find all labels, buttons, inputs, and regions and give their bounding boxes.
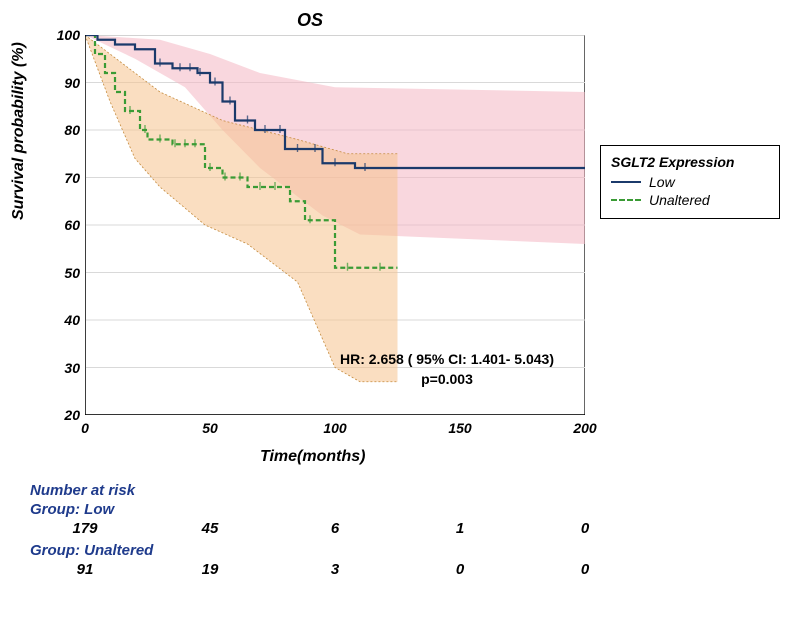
- x-tick-label: 100: [320, 420, 350, 436]
- x-tick-label: 200: [570, 420, 600, 436]
- y-tick-label: 80: [40, 122, 80, 138]
- risk-group-label: Group: Unaltered: [30, 542, 590, 559]
- risk-cell: 3: [305, 561, 365, 578]
- y-tick-label: 50: [40, 265, 80, 281]
- p-text: p=0.003: [340, 370, 554, 390]
- risk-cell: 45: [180, 520, 240, 537]
- risk-cell: 91: [55, 561, 115, 578]
- legend-swatch-unaltered: [611, 199, 641, 201]
- y-tick-label: 90: [40, 75, 80, 91]
- x-axis-label: Time(months): [260, 448, 365, 466]
- risk-cell: 1: [430, 520, 490, 537]
- risk-table-body: Group: Low17945610Group: Unaltered911930…: [30, 501, 590, 581]
- legend-item-low: Low: [611, 174, 769, 190]
- risk-cell: 19: [180, 561, 240, 578]
- risk-cell: 0: [555, 520, 615, 537]
- legend-title: SGLT2 Expression: [611, 154, 769, 170]
- legend-label-low: Low: [649, 174, 675, 190]
- y-tick-label: 60: [40, 217, 80, 233]
- risk-row: 17945610: [30, 520, 590, 540]
- chart-title: OS: [210, 10, 410, 31]
- risk-cell: 0: [555, 561, 615, 578]
- hr-text: HR: 2.658 ( 95% CI: 1.401- 5.043): [340, 350, 554, 370]
- risk-cell: 179: [55, 520, 115, 537]
- legend-label-unaltered: Unaltered: [649, 192, 710, 208]
- x-tick-label: 150: [445, 420, 475, 436]
- x-tick-label: 0: [70, 420, 100, 436]
- legend-swatch-low: [611, 181, 641, 183]
- risk-table-title: Number at risk: [30, 482, 590, 499]
- y-tick-label: 100: [40, 27, 80, 43]
- y-tick-label: 40: [40, 312, 80, 328]
- risk-cell: 0: [430, 561, 490, 578]
- risk-table: Number at risk Group: Low 179 45 6 1 0 Group: …: [30, 480, 590, 583]
- risk-group-label: Group: Low: [30, 501, 590, 518]
- risk-cell: 6: [305, 520, 365, 537]
- legend: SGLT2 Expression Low Unaltered: [600, 145, 780, 219]
- risk-row: 9119300: [30, 561, 590, 581]
- y-axis-label: Survival probability (%): [10, 42, 28, 220]
- stats-annotation: HR: 2.658 ( 95% CI: 1.401- 5.043) p=0.00…: [340, 350, 554, 389]
- legend-item-unaltered: Unaltered: [611, 192, 769, 208]
- x-tick-label: 50: [195, 420, 225, 436]
- y-tick-label: 30: [40, 360, 80, 376]
- y-tick-label: 70: [40, 170, 80, 186]
